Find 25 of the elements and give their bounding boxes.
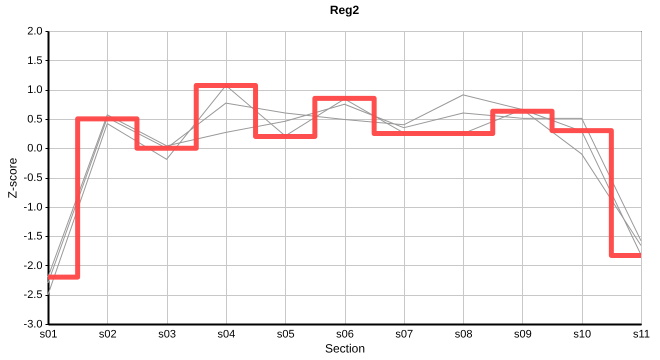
y-tick-label: -0.5 (24, 172, 42, 184)
y-axis-title: Z-score (6, 157, 20, 198)
y-tick-label: 1.0 (27, 84, 42, 96)
y-tick-label: -1.0 (24, 201, 42, 214)
x-tick-label: s05 (276, 328, 295, 340)
x-tick-label: s07 (395, 328, 414, 340)
x-tick-label: s02 (98, 328, 117, 340)
y-tick-label: 1.5 (27, 54, 42, 67)
x-tick-label: s10 (573, 328, 592, 340)
x-tick-label: s04 (218, 328, 236, 340)
y-tick-label: -2.5 (24, 289, 42, 302)
y-tick-label: 0.0 (27, 142, 42, 155)
x-tick-label: s09 (514, 328, 532, 340)
x-tick-label: s03 (158, 328, 176, 340)
x-tick-label: s11 (633, 328, 650, 340)
y-tick-label: -3.0 (24, 318, 42, 330)
y-tick-label: -1.5 (24, 230, 42, 243)
y-tick-label: 2.0 (27, 26, 42, 38)
y-tick-label: -2.0 (24, 260, 42, 272)
x-axis-title: Section (324, 342, 366, 356)
x-tick-label: s01 (40, 328, 58, 340)
x-tick-label: s06 (336, 328, 354, 340)
x-tick-label: s08 (454, 328, 472, 340)
chart-title: Reg2 (330, 3, 360, 17)
y-tick-label: 0.5 (27, 113, 42, 126)
